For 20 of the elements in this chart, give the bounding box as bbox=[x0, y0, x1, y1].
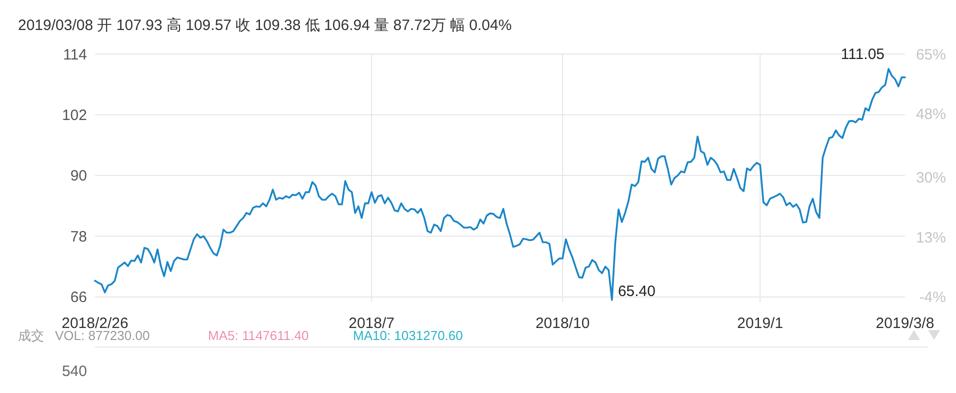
y-tick-label: 102 bbox=[62, 106, 87, 124]
y-tick-label: 114 bbox=[63, 46, 87, 64]
chart-title: 2019/03/08 开 107.93 高 109.57 收 109.38 低 106.94 量 87.72万 幅 0.04% bbox=[18, 17, 512, 34]
x-tick-label: 2018/10 bbox=[535, 315, 590, 332]
x-tick-label: 2019/3/8 bbox=[876, 315, 934, 332]
line-series bbox=[94, 68, 906, 301]
text: MA5: 1147611.40 bbox=[208, 328, 309, 343]
y2-tick-label: 30% bbox=[916, 169, 946, 186]
y2-tick-label: -4% bbox=[919, 289, 946, 306]
annotation: 111.05 bbox=[840, 46, 885, 63]
text: 成交 bbox=[18, 328, 44, 343]
y-tick-label: 90 bbox=[70, 168, 87, 185]
y-tick-label: 78 bbox=[70, 228, 87, 246]
text: 540 bbox=[62, 363, 87, 380]
y2-tick-label: 48% bbox=[916, 106, 946, 124]
y-tick-label: 66 bbox=[70, 289, 87, 306]
x-tick-label: 2019/1 bbox=[737, 315, 784, 332]
y2-tick-label: 13% bbox=[916, 229, 946, 246]
y2-tick-label: 65% bbox=[916, 46, 946, 64]
annotation: 65.40 bbox=[618, 282, 656, 300]
